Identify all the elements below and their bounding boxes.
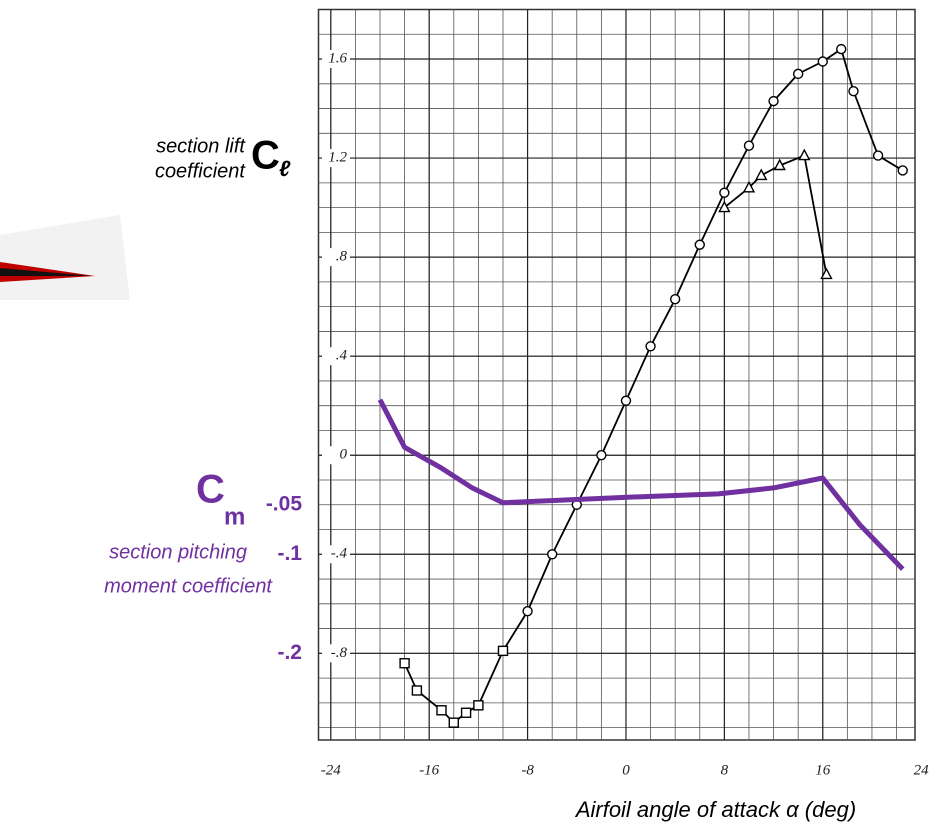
y2-tick-label: -.2	[277, 641, 302, 664]
y2-tick-label: -.1	[277, 542, 302, 565]
marker	[718, 200, 731, 213]
marker	[798, 148, 811, 161]
marker	[719, 187, 730, 198]
y-symbol-sub: ℓ	[279, 156, 291, 181]
airfoil-shadow	[0, 215, 130, 300]
marker	[497, 645, 509, 657]
tick-label-bg	[322, 545, 350, 564]
tick-label-bg	[322, 248, 350, 267]
airfoil-red	[0, 262, 95, 282]
marker	[620, 395, 632, 406]
y-label: coefficient	[155, 160, 246, 182]
marker	[897, 165, 908, 176]
tick-label-bg	[322, 50, 350, 69]
marker	[817, 56, 828, 67]
y2-label: section pitching	[109, 541, 247, 563]
airfoil-sketch	[0, 215, 130, 300]
marker	[848, 86, 859, 97]
airfoil-black	[0, 268, 92, 276]
y-tick-label: .4	[336, 348, 348, 364]
x-axis-title: Airfoil angle of attack α (deg)	[574, 797, 856, 822]
marker	[694, 239, 705, 250]
x-tick-label: 24	[914, 762, 930, 778]
marker	[768, 95, 779, 107]
y-tick-label: -.4	[331, 546, 348, 562]
marker	[669, 294, 681, 305]
tick-label-bg	[322, 149, 350, 168]
marker	[411, 685, 423, 696]
marker	[436, 705, 447, 716]
marker	[792, 68, 804, 80]
marker	[473, 700, 484, 711]
tick-label-bg	[322, 644, 350, 663]
marker	[596, 450, 607, 461]
plot-background	[317, 8, 916, 741]
cm-line	[377, 398, 905, 571]
x-tick-label: -24	[321, 762, 341, 778]
marker	[743, 140, 755, 151]
x-tick-label: -16	[419, 762, 439, 778]
marker	[645, 341, 656, 352]
marker	[546, 549, 558, 560]
marker	[399, 658, 410, 669]
y-tick-label: .8	[336, 249, 348, 265]
marker	[836, 43, 847, 55]
tick-label-bg	[322, 446, 350, 465]
y-label: section lift	[156, 135, 246, 157]
y2-label: moment coefficient	[104, 575, 273, 597]
x-tick-label: 8	[721, 762, 729, 778]
y-tick-label: -.8	[331, 645, 348, 661]
y-tick-label: 1.6	[328, 50, 347, 66]
marker	[448, 717, 459, 728]
y-symbol: C	[251, 134, 280, 178]
marker	[820, 267, 833, 280]
y2-symbol: C	[196, 468, 225, 512]
marker	[872, 150, 884, 161]
y2-symbol-sub: m	[224, 503, 245, 530]
x-tick-label: 0	[622, 762, 630, 778]
tick-label-bg	[322, 347, 350, 366]
marker	[742, 180, 756, 193]
marker	[755, 168, 768, 181]
plot-area	[317, 8, 916, 741]
marker	[460, 707, 472, 718]
y-tick-label: 1.2	[328, 150, 347, 166]
y2-tick-label: -.05	[266, 492, 303, 515]
x-tick-label: 16	[815, 762, 831, 778]
x-tick-label: -8	[521, 762, 534, 778]
marker	[522, 606, 533, 617]
y-tick-label: 0	[340, 447, 348, 463]
cl-line	[502, 48, 904, 652]
marker	[773, 158, 786, 171]
